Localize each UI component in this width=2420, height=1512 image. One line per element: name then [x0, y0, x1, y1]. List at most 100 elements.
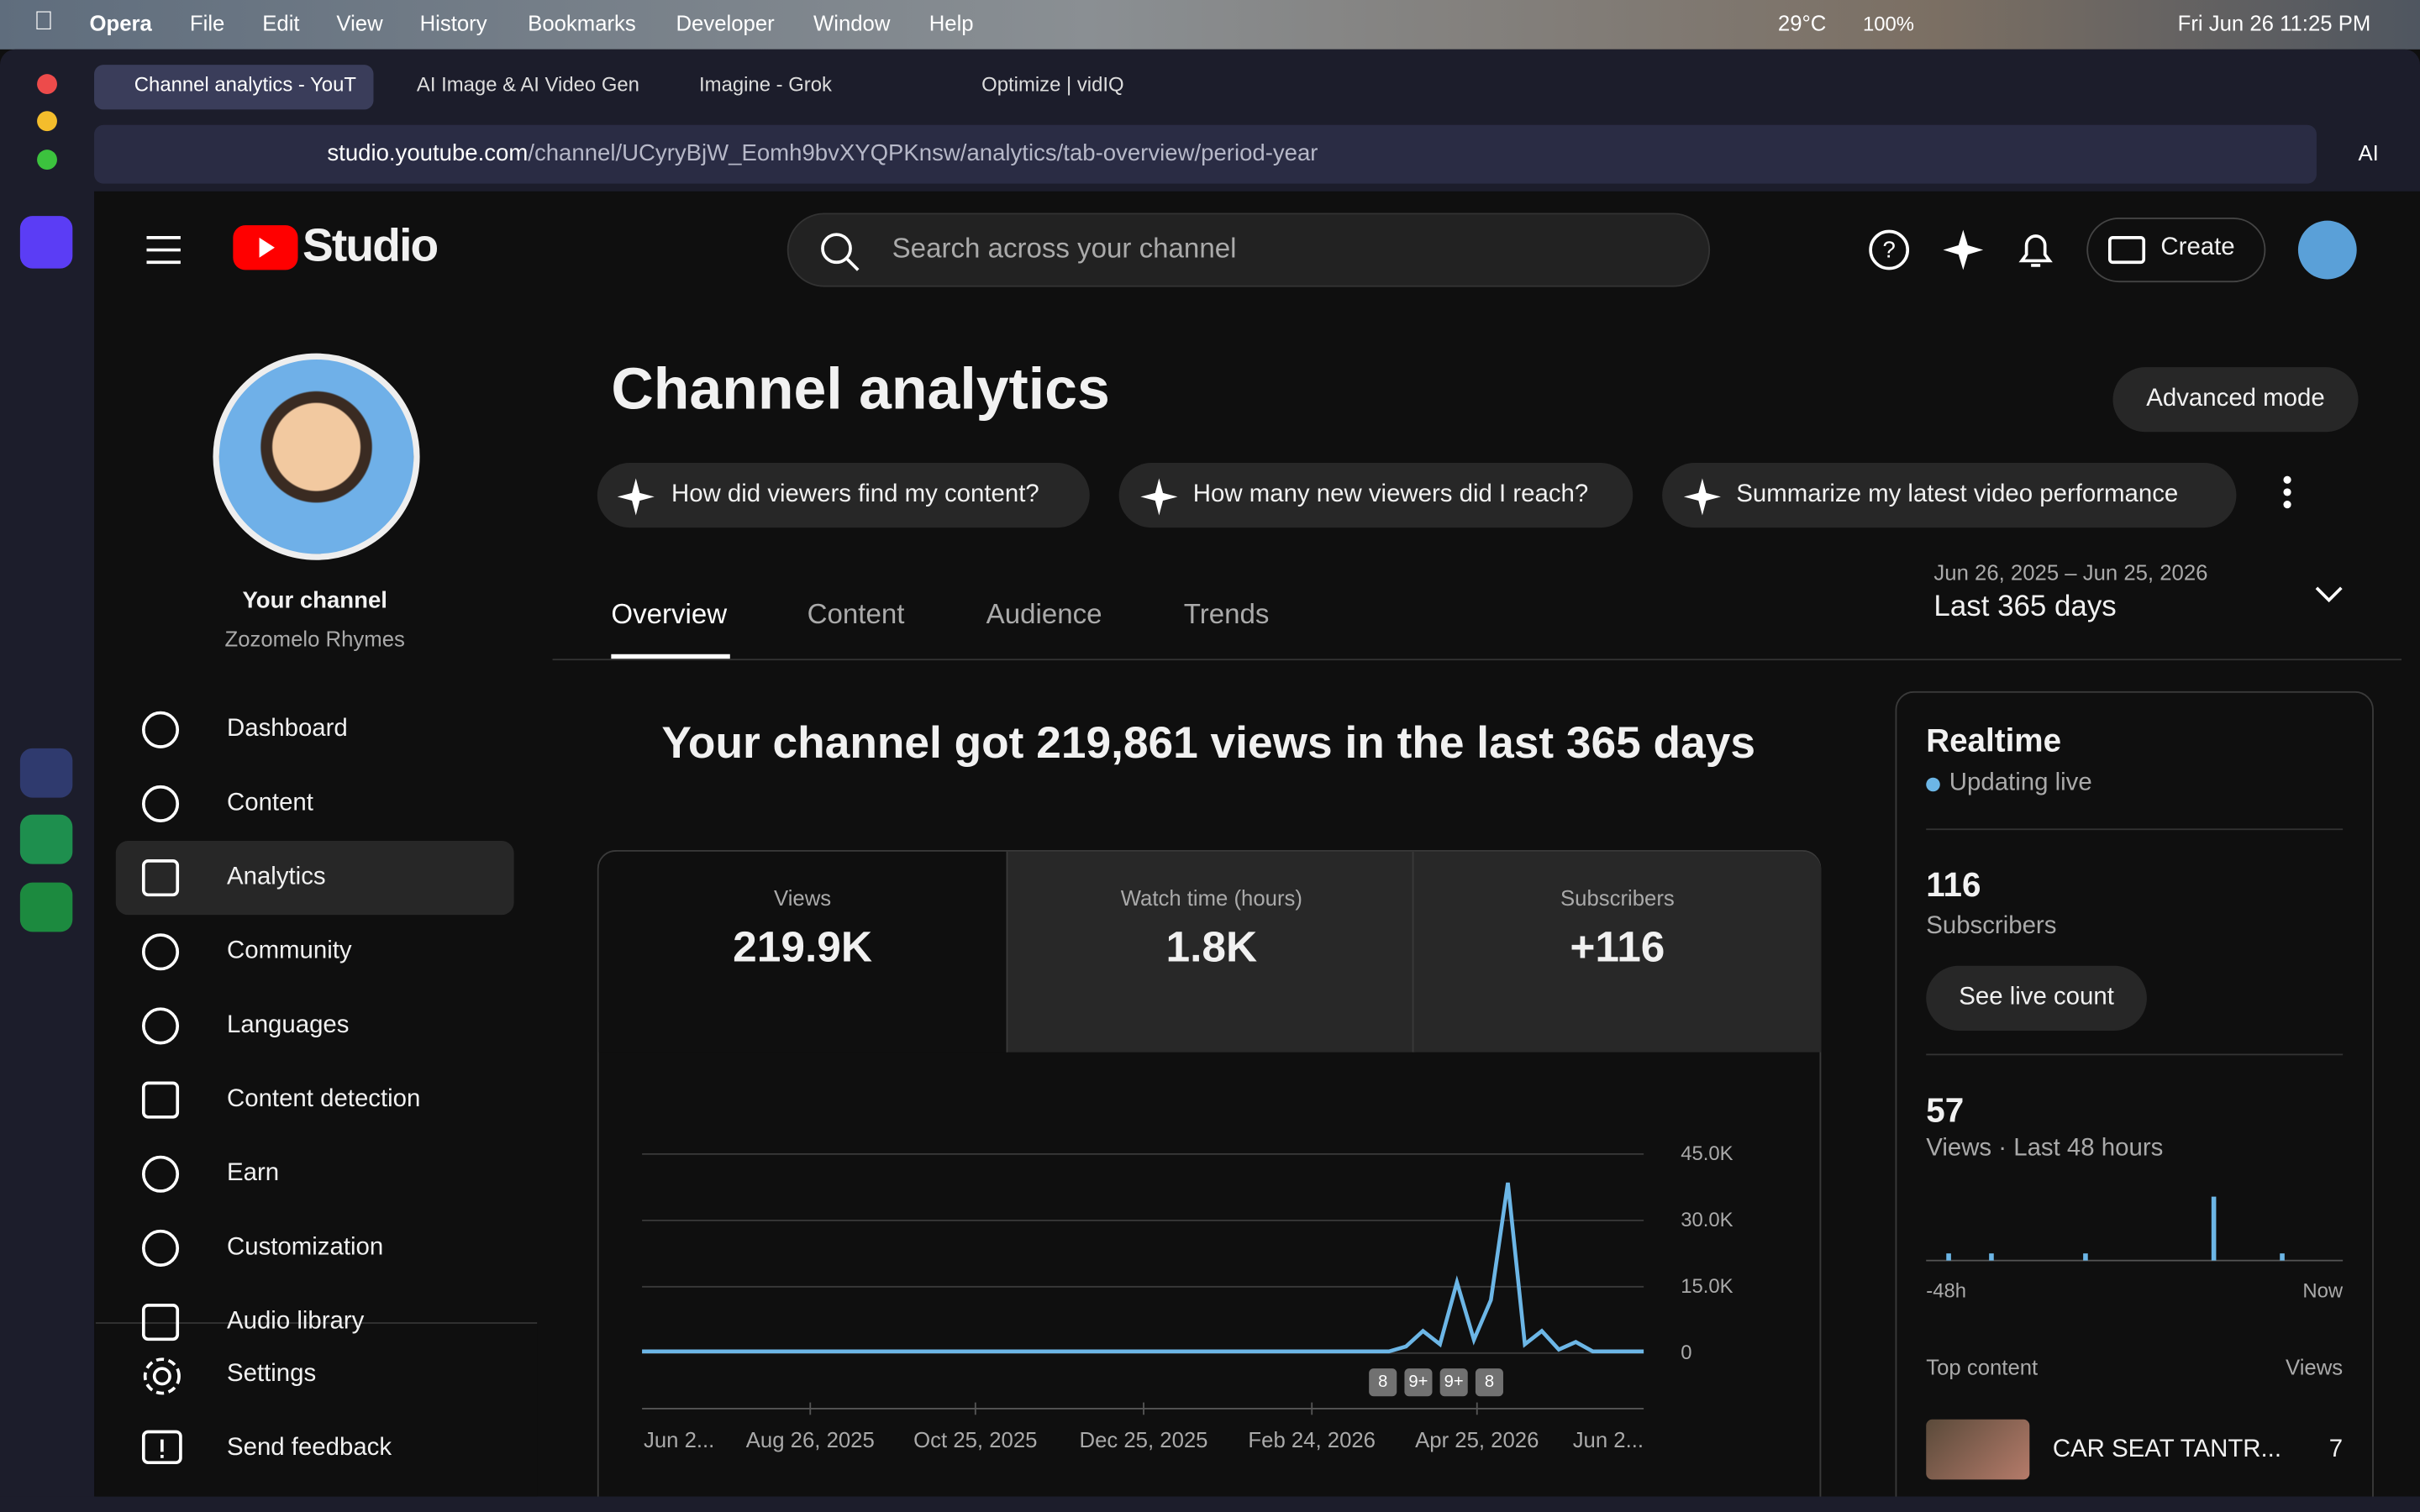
notifications-icon[interactable]: [2016, 228, 2056, 271]
metric-tab[interactable]: Subscribers +116: [1412, 851, 1822, 1053]
x-tick-label: Feb 24, 2026: [1248, 1426, 1376, 1452]
datetime[interactable]: Fri Jun 26 11:25 PM: [2177, 10, 2371, 36]
studio-logo[interactable]: Studio: [302, 220, 439, 272]
account-avatar[interactable]: [2297, 220, 2357, 280]
nav-item[interactable]: Languages: [227, 1011, 350, 1039]
home-sidebar-button[interactable]: [19, 216, 73, 269]
nav-item[interactable]: Settings: [227, 1361, 317, 1388]
tab[interactable]: Content: [807, 598, 905, 630]
search-box[interactable]: [786, 213, 1711, 287]
menu-item[interactable]: Edit: [262, 10, 300, 36]
x-tick-label: Dec 25, 2025: [1079, 1426, 1208, 1452]
advanced-mode-button[interactable]: Advanced mode: [2112, 367, 2359, 433]
menu-item[interactable]: Bookmarks: [528, 10, 636, 36]
suggestion-chip[interactable]: How did viewers find my content?: [597, 463, 1090, 528]
channel-avatar[interactable]: [213, 353, 420, 560]
suggestion-chip[interactable]: Summarize my latest video performance: [1662, 463, 2237, 528]
see-live-count-button[interactable]: See live count: [1926, 965, 2147, 1031]
ai-button[interactable]: AI: [2358, 140, 2379, 165]
nav-icon: [141, 933, 180, 971]
nav-icon: [141, 1229, 180, 1267]
views-column: Views: [2286, 1354, 2344, 1380]
messenger-button[interactable]: [19, 748, 73, 798]
metric-tab[interactable]: Views 219.9K: [598, 851, 1007, 1053]
search-placeholder: Search across your channel: [892, 233, 1237, 265]
menu-icon[interactable]: [145, 232, 182, 269]
settings-icon: [143, 1357, 181, 1395]
nav-item[interactable]: Send feedback: [227, 1435, 392, 1462]
whatsapp-button[interactable]: [19, 814, 73, 864]
metric-value: 1.8K: [1165, 922, 1258, 971]
path: [846, 258, 860, 271]
y-tick-label: 30.0K: [1681, 1208, 1733, 1231]
app-name[interactable]: Opera: [89, 10, 152, 36]
svg: [259, 237, 275, 258]
help-icon[interactable]: ?: [1867, 228, 1910, 271]
metric-tab[interactable]: Watch time (hours) 1.8K: [1006, 851, 1416, 1053]
x-tick-label: Apr 25, 2026: [1415, 1426, 1539, 1452]
video-thumbnail[interactable]: [1926, 1419, 2030, 1480]
menu-item[interactable]: History: [419, 10, 487, 36]
url[interactable]: studio.youtube.com/channel/UCyryBjW_Eomh…: [327, 140, 1318, 166]
nav-item[interactable]: Earn: [227, 1160, 280, 1187]
bar: [2211, 1196, 2217, 1261]
menu-item[interactable]: File: [189, 10, 225, 36]
circle: [2283, 488, 2291, 496]
menu-item[interactable]: Help: [929, 10, 974, 36]
menu-item[interactable]: Developer: [676, 10, 775, 36]
publish-badge[interactable]: 8: [1369, 1368, 1397, 1397]
suggestion-text: How many new viewers did I reach?: [1192, 481, 1589, 508]
tab[interactable]: Audience: [986, 598, 1102, 630]
metric-value: 219.9K: [733, 922, 873, 971]
x-tick-label: Oct 25, 2025: [913, 1426, 1038, 1452]
menu-item[interactable]: View: [336, 10, 383, 36]
publish-badge[interactable]: 8: [1475, 1368, 1503, 1397]
rect: [141, 1430, 182, 1465]
address-bar[interactable]: [94, 124, 2317, 184]
nav-item[interactable]: Analytics: [227, 864, 326, 890]
x-tick-label: Jun 2...: [643, 1426, 715, 1452]
views-count: 57: [1926, 1090, 1965, 1130]
circle: [152, 1367, 171, 1386]
bar: [1946, 1253, 1951, 1261]
period[interactable]: Last 365 days: [1933, 591, 2117, 624]
nav-item[interactable]: Audio library: [227, 1308, 365, 1335]
nav-item[interactable]: Dashboard: [227, 716, 348, 743]
more-icon[interactable]: [2275, 474, 2299, 514]
nav-item[interactable]: Content: [227, 790, 313, 816]
tab-title[interactable]: AI Image & AI Video Gen: [416, 72, 639, 96]
tab-title[interactable]: Channel analytics - YouT: [134, 72, 356, 96]
tab[interactable]: Trends: [1183, 598, 1270, 630]
video-title[interactable]: CAR SEAT TANTR...: [2052, 1436, 2282, 1463]
date-range[interactable]: Jun 26, 2025 – Jun 25, 2026: [1933, 559, 2208, 585]
nav-icon: [141, 711, 180, 748]
tab-overview[interactable]: Overview: [611, 598, 728, 630]
minimize-button[interactable]: [37, 111, 57, 132]
publish-badge[interactable]: 9+: [1439, 1368, 1468, 1397]
menu-item[interactable]: Window: [813, 10, 891, 36]
bar: [2280, 1253, 2285, 1261]
tab-title[interactable]: Imagine - Grok: [699, 72, 832, 96]
create-button[interactable]: [2086, 217, 2266, 283]
nav-item[interactable]: Community: [227, 937, 352, 964]
dropdown-icon[interactable]: [2313, 580, 2344, 608]
zoom-button[interactable]: [37, 150, 57, 171]
sparkle-icon[interactable]: [1942, 228, 1985, 271]
spotify-button[interactable]: [19, 882, 73, 932]
y-tick-label: 15.0K: [1681, 1274, 1733, 1298]
page-title: Channel analytics: [611, 358, 1110, 423]
publish-badge[interactable]: 9+: [1404, 1368, 1433, 1397]
video-views: 7: [2328, 1436, 2344, 1463]
apple-logo[interactable]: : [34, 6, 53, 37]
tab-title[interactable]: Optimize | vidIQ: [981, 72, 1124, 96]
views-label: Views · Last 48 hours: [1926, 1135, 2164, 1163]
circle: [2283, 475, 2291, 484]
nav-item[interactable]: Content detection: [227, 1086, 421, 1113]
window-bottom: [0, 1496, 2420, 1512]
suggestion-chip[interactable]: How many new viewers did I reach?: [1118, 463, 1634, 528]
active-tab[interactable]: [94, 65, 374, 110]
close-button[interactable]: [37, 74, 57, 95]
nav-item[interactable]: Customization: [227, 1234, 384, 1261]
suggestion-text: Summarize my latest video performance: [1736, 481, 2179, 508]
